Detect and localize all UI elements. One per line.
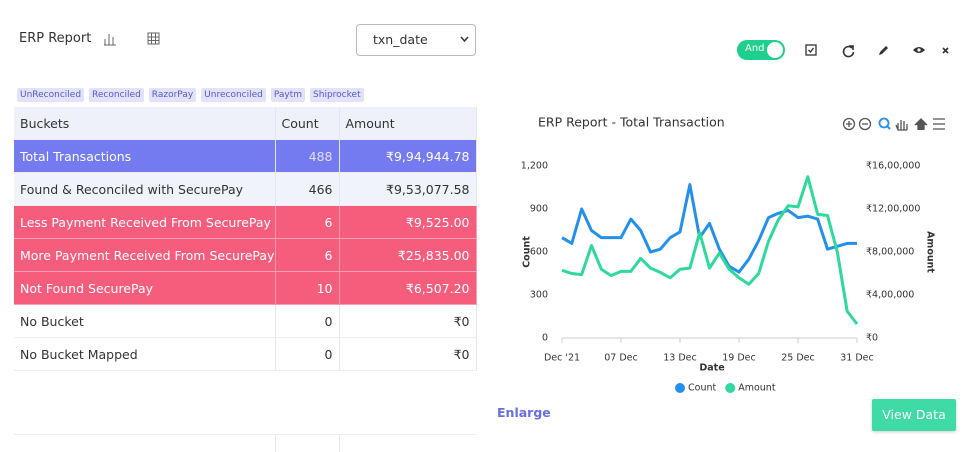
filter-tag[interactable]: RazorPay bbox=[148, 88, 197, 102]
select-caret bbox=[460, 36, 469, 43]
y2-tick-label: ₹4,00,000 bbox=[866, 290, 914, 301]
filter-tag[interactable]: Unreconciled bbox=[201, 88, 266, 102]
chart: ERP Report - Total Transaction Count Amo… bbox=[521, 115, 946, 394]
column-header: Count bbox=[275, 107, 340, 140]
data-line bbox=[561, 183, 857, 274]
y2-axis-title: Amount bbox=[925, 231, 936, 273]
filter-tag[interactable]: Reconciled bbox=[89, 88, 144, 102]
view-icon[interactable] bbox=[913, 47, 925, 53]
legend-label[interactable]: Amount bbox=[738, 383, 776, 394]
y2-tick-label: ₹0 bbox=[866, 333, 878, 344]
table-row: Less Payment Received From SecurePay 6 ₹9,… bbox=[14, 205, 477, 239]
table-cell: ₹6,507.20 bbox=[339, 271, 477, 305]
x-axis-title: Date bbox=[699, 363, 724, 374]
table-cell: 488 bbox=[275, 139, 340, 173]
table-row: Not Found SecurePay 10 ₹6,507.20 bbox=[14, 271, 477, 305]
table-header: Buckets Count Amount bbox=[14, 107, 477, 140]
filter-tag[interactable]: Paytm bbox=[270, 88, 306, 102]
select-value: txn_date bbox=[373, 32, 428, 47]
table-cell: ₹25,835.00 bbox=[339, 238, 477, 272]
table-cell: 10 bbox=[275, 271, 340, 305]
legend-label[interactable]: Count bbox=[688, 383, 716, 394]
table-row: Found & Reconciled with SecurePay 466 ₹9,5… bbox=[14, 172, 477, 206]
table-row: Total Transactions 488 ₹9,94,944.78 bbox=[14, 139, 477, 173]
x-tick-label: 13 Dec bbox=[663, 353, 697, 364]
report-title: ERP Report bbox=[19, 31, 92, 46]
table-cell: No Bucket bbox=[14, 304, 276, 338]
table-cell: 6 bbox=[275, 238, 340, 272]
table-cell: 466 bbox=[275, 172, 340, 206]
table-icon[interactable] bbox=[147, 32, 160, 45]
table-row: More Payment Received From SecurePay 6 ₹25… bbox=[14, 238, 477, 272]
table-cell: ₹0 bbox=[339, 337, 477, 371]
table-cell: ₹9,525.00 bbox=[339, 205, 477, 239]
y-tick-label: 900 bbox=[530, 204, 548, 215]
table-cell: 0 bbox=[275, 337, 340, 371]
y2-tick-label: ₹8,00,000 bbox=[866, 247, 914, 258]
table-cell: No Bucket Mapped bbox=[14, 337, 276, 371]
date-select[interactable]: txn_date bbox=[356, 24, 476, 56]
table-row: No Bucket 0 ₹0 bbox=[14, 304, 477, 338]
table-cell: ₹9,53,077.58 bbox=[339, 172, 477, 206]
legend-marker bbox=[675, 383, 685, 393]
y2-tick-label: ₹12,00,000 bbox=[866, 204, 920, 215]
y2-tick-label: ₹16,00,000 bbox=[866, 161, 920, 172]
chart-toolbar[interactable] bbox=[842, 117, 946, 131]
close-icon[interactable] bbox=[942, 47, 949, 54]
table-cell: Less Payment Received From SecurePay bbox=[14, 205, 276, 239]
toolbar-icons bbox=[805, 44, 949, 58]
y-tick-label: 600 bbox=[530, 247, 548, 258]
x-tick-label: 07 Dec bbox=[604, 353, 638, 364]
enlarge-link[interactable]: Enlarge bbox=[497, 405, 551, 420]
view-data-button[interactable]: View Data bbox=[872, 399, 956, 431]
x-tick-label: 31 Dec bbox=[840, 353, 874, 364]
chart-icon[interactable] bbox=[103, 32, 117, 46]
toggle-label: And bbox=[745, 43, 765, 54]
checkbox-icon[interactable] bbox=[805, 44, 817, 56]
table-cell: Not Found SecurePay bbox=[14, 271, 276, 305]
refresh-icon[interactable] bbox=[842, 45, 855, 58]
column-header: Buckets bbox=[14, 107, 276, 140]
table-row: No Bucket Mapped 0 ₹0 bbox=[14, 337, 477, 371]
table-cell: More Payment Received From SecurePay bbox=[14, 238, 276, 272]
x-tick-label: Dec '21 bbox=[544, 353, 580, 364]
legend-marker bbox=[725, 383, 736, 393]
filter-tag[interactable]: UnReconciled bbox=[17, 88, 85, 102]
and-toggle[interactable]: And bbox=[737, 40, 785, 60]
filter-tag[interactable]: Shiprocket bbox=[310, 88, 364, 102]
y-tick-label: 0 bbox=[542, 333, 548, 344]
table-cell: Total Transactions bbox=[14, 139, 276, 173]
y-axis-title: Count bbox=[522, 236, 533, 268]
bucket-table: Buckets Count Amount Total Transactions 488… bbox=[14, 107, 477, 371]
y-tick-label: 300 bbox=[530, 290, 548, 301]
table-cell: 0 bbox=[275, 304, 340, 338]
edit-icon[interactable] bbox=[879, 46, 888, 55]
data-line bbox=[561, 175, 859, 325]
table-cell: ₹9,94,944.78 bbox=[339, 139, 477, 173]
table-cell: 6 bbox=[275, 205, 340, 239]
tag-list: UnReconciled Reconciled RazorPay Unreconcil… bbox=[17, 82, 369, 102]
x-tick-label: 19 Dec bbox=[722, 353, 756, 364]
column-header: Amount bbox=[339, 107, 477, 140]
x-tick-label: 25 Dec bbox=[781, 353, 815, 364]
table-cell: Found & Reconciled with SecurePay bbox=[14, 172, 276, 206]
table-cell: ₹0 bbox=[339, 304, 477, 338]
chart-title: ERP Report - Total Transaction bbox=[538, 115, 725, 130]
y-tick-label: 1,200 bbox=[521, 161, 548, 172]
table-footer bbox=[14, 434, 476, 452]
